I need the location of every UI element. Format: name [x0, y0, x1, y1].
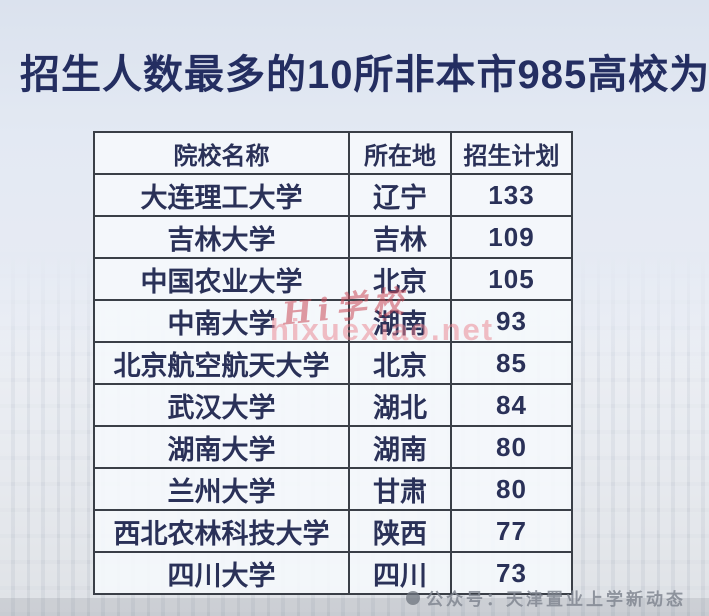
- location-cell: 四川: [348, 551, 452, 595]
- school-name-cell: 大连理工大学: [93, 173, 350, 217]
- table-row: 湖南大学 湖南 80: [93, 425, 573, 469]
- table-row: 北京航空航天大学 北京 85: [93, 341, 573, 385]
- school-name-cell: 吉林大学: [93, 215, 350, 259]
- school-name-cell: 武汉大学: [93, 383, 350, 427]
- table-row: 中南大学 湖南 93: [93, 299, 573, 343]
- table-row: 吉林大学 吉林 109: [93, 215, 573, 259]
- school-name-cell: 北京航空航天大学: [93, 341, 350, 385]
- school-name-cell: 湖南大学: [93, 425, 350, 469]
- location-cell: 陕西: [348, 509, 452, 553]
- location-cell: 湖南: [348, 299, 452, 343]
- table-row: 中国农业大学 北京 105: [93, 257, 573, 301]
- table-row: 兰州大学 甘肃 80: [93, 467, 573, 511]
- header-school-name: 院校名称: [93, 131, 350, 175]
- plan-cell: 80: [450, 467, 573, 511]
- plan-cell: 133: [450, 173, 573, 217]
- school-name-cell: 兰州大学: [93, 467, 350, 511]
- plan-cell: 85: [450, 341, 573, 385]
- page-title: 招生人数最多的10所非本市985高校为：: [20, 53, 709, 97]
- school-name-cell: 西北农林科技大学: [93, 509, 350, 553]
- header-location: 所在地: [348, 131, 452, 175]
- plan-cell: 105: [450, 257, 573, 301]
- wechat-logo-icon: [406, 590, 420, 605]
- location-cell: 湖南: [348, 425, 452, 469]
- header-enroll-plan: 招生计划: [450, 131, 573, 175]
- table-row: 大连理工大学 辽宁 133: [93, 173, 573, 217]
- footer-watermark: 公众号：天津置业上学新动态: [406, 585, 686, 610]
- footer-watermark-text: 公众号：天津置业上学新动态: [426, 590, 686, 609]
- background-ground-shadow: [0, 598, 709, 616]
- table-header-row: 院校名称 所在地 招生计划: [93, 131, 573, 175]
- enrollment-table: 院校名称 所在地 招生计划 大连理工大学 辽宁 133 吉林大学 吉林 109 …: [93, 131, 573, 595]
- table-row: 西北农林科技大学 陕西 77: [93, 509, 573, 553]
- plan-cell: 77: [450, 509, 573, 553]
- table-row: 武汉大学 湖北 84: [93, 383, 573, 427]
- location-cell: 辽宁: [348, 173, 452, 217]
- school-name-cell: 四川大学: [93, 551, 350, 595]
- plan-cell: 109: [450, 215, 573, 259]
- plan-cell: 73: [450, 551, 573, 595]
- location-cell: 北京: [348, 257, 452, 301]
- location-cell: 湖北: [348, 383, 452, 427]
- location-cell: 甘肃: [348, 467, 452, 511]
- location-cell: 吉林: [348, 215, 452, 259]
- table-row: 四川大学 四川 73: [93, 551, 573, 595]
- school-name-cell: 中国农业大学: [93, 257, 350, 301]
- plan-cell: 84: [450, 383, 573, 427]
- plan-cell: 93: [450, 299, 573, 343]
- plan-cell: 80: [450, 425, 573, 469]
- location-cell: 北京: [348, 341, 452, 385]
- school-name-cell: 中南大学: [93, 299, 350, 343]
